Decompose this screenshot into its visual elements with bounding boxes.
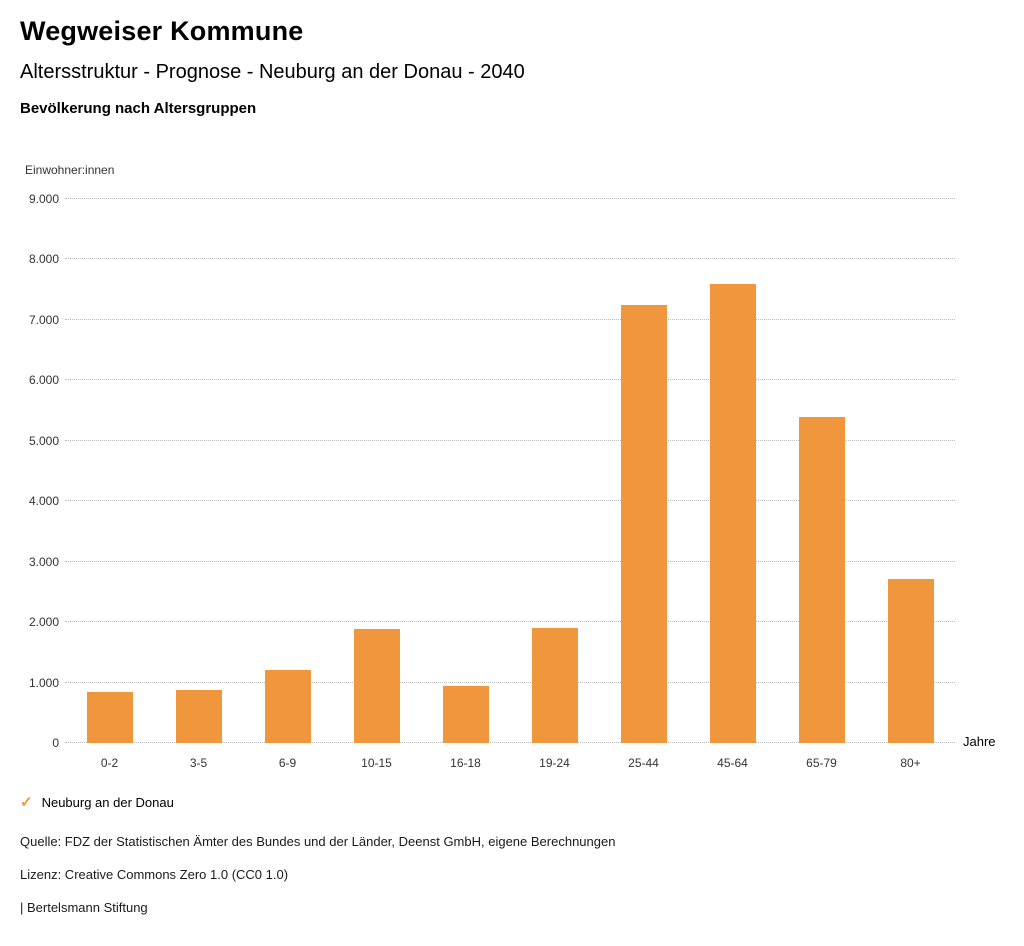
page-title: Wegweiser Kommune — [20, 16, 304, 46]
x-tick-label: 10-15 — [361, 756, 392, 770]
bar-0-2[interactable] — [86, 691, 133, 743]
x-tick-label: 0-2 — [100, 756, 119, 770]
bar-slot: 65-79 — [777, 199, 866, 770]
x-tick-label: 3-5 — [189, 756, 208, 770]
y-tick-label: 2.000 — [28, 615, 59, 630]
x-tick-label: 6-9 — [278, 756, 297, 770]
bar-slot: 19-24 — [510, 199, 599, 770]
y-tick-label: 4.000 — [28, 494, 59, 509]
bar-slot: 25-44 — [599, 199, 688, 770]
gridline — [65, 681, 955, 683]
gridline — [65, 621, 955, 623]
y-tick-label: 3.000 — [28, 554, 59, 569]
y-tick-label: 5.000 — [28, 433, 59, 448]
check-icon: ✓ — [20, 794, 33, 811]
bar-slot: 3-5 — [154, 199, 243, 770]
x-tick-label: 45-64 — [717, 756, 748, 770]
source-text: Quelle: FDZ der Statistischen Ämter des … — [20, 834, 616, 849]
bar-slot: 10-15 — [332, 199, 421, 770]
bar-3-5[interactable] — [175, 690, 222, 743]
bar-slot: 6-9 — [243, 199, 332, 770]
bars-container: 0-2 3-5 6-9 10-15 16-18 19-24 25-44 45-64 65-79 8… — [65, 199, 955, 770]
y-tick-label: 1.000 — [28, 675, 59, 690]
chart-heading: Bevölkerung nach Altersgruppen — [20, 100, 257, 117]
gridline — [65, 258, 955, 260]
gridline — [65, 318, 955, 320]
y-axis: 0 1.000 2.000 3.000 4.000 5.000 6.000 7.000 8.00… — [20, 192, 65, 750]
license-text: Lizenz: Creative Commons Zero 1.0 (CC0 1… — [20, 867, 289, 882]
bar-slot: 0-2 — [65, 199, 154, 770]
y-tick-label: 9.000 — [28, 192, 59, 206]
bar-45-64[interactable] — [709, 283, 756, 743]
bar-slot: 45-64 — [688, 199, 777, 770]
bar-25-44[interactable] — [620, 305, 667, 743]
bar-16-18[interactable] — [442, 686, 489, 743]
footer: Quelle: FDZ der Statistischen Ämter des … — [20, 834, 1024, 915]
x-tick-label: 19-24 — [539, 756, 570, 770]
bar-slot: 16-18 — [421, 199, 510, 770]
y-tick-label: 0 — [52, 736, 59, 750]
gridline — [65, 560, 955, 562]
y-axis-title: Einwohner:innen — [25, 163, 115, 177]
gridline — [65, 379, 955, 381]
bar-19-24[interactable] — [531, 628, 578, 743]
gridline — [65, 500, 955, 502]
header: Wegweiser Kommune Altersstruktur - Progn… — [0, 0, 1024, 117]
bar-65-79[interactable] — [798, 417, 845, 743]
gridline — [65, 742, 955, 743]
bar-6-9[interactable] — [264, 670, 311, 743]
y-tick-label: 8.000 — [28, 252, 59, 267]
x-axis-title: Jahre — [963, 734, 996, 749]
x-tick-label: 80+ — [900, 756, 921, 770]
y-tick-label: 6.000 — [28, 373, 59, 388]
chart-subtitle: Altersstruktur - Prognose - Neuburg an d… — [20, 61, 525, 83]
plot-area: 0-2 3-5 6-9 10-15 16-18 19-24 25-44 45-64 65-79 8… — [65, 198, 955, 770]
plot-row: 0 1.000 2.000 3.000 4.000 5.000 6.000 7.000 8.00… — [20, 192, 1024, 770]
bar-80+[interactable] — [887, 578, 934, 743]
attribution-text: | Bertelsmann Stiftung — [20, 900, 148, 915]
x-tick-label: 25-44 — [628, 756, 659, 770]
legend[interactable]: ✓ Neuburg an der Donau — [20, 795, 1024, 810]
x-tick-label: 16-18 — [450, 756, 481, 770]
gridline — [65, 439, 955, 441]
y-tick-label: 7.000 — [28, 312, 59, 327]
bar-slot: 80+ — [866, 199, 955, 770]
legend-label: Neuburg an der Donau — [41, 795, 174, 810]
x-tick-label: 65-79 — [806, 756, 837, 770]
chart: Einwohner:innen 0 1.000 2.000 3.000 4.000 5.0… — [0, 163, 1024, 770]
gridline — [65, 198, 955, 199]
bar-10-15[interactable] — [353, 629, 400, 743]
